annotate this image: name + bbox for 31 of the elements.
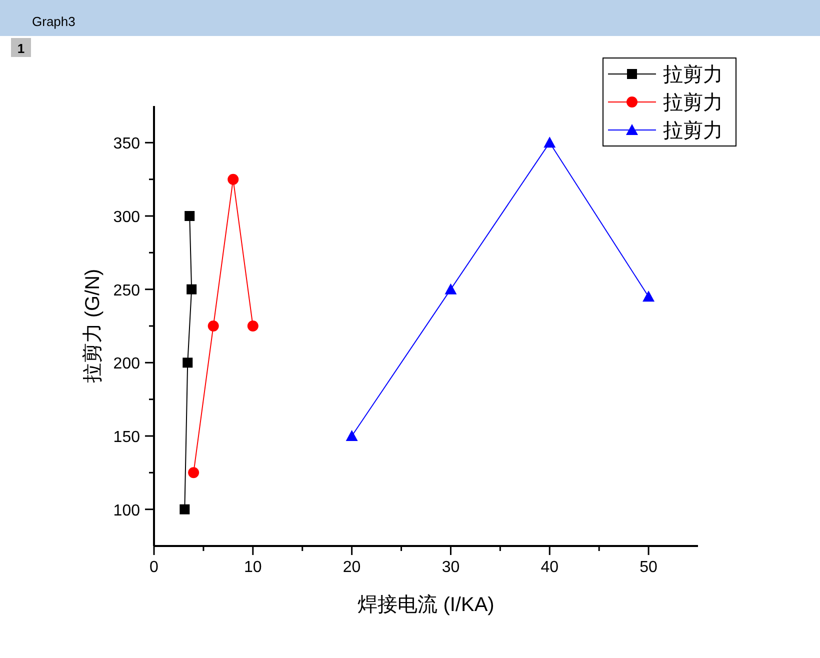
legend-label: 拉剪力 <box>663 64 723 86</box>
point <box>184 211 195 221</box>
point <box>182 358 193 368</box>
point <box>544 136 556 148</box>
y-tick-label: 100 <box>113 502 140 520</box>
x-tick-label: 0 <box>150 559 159 576</box>
x-tick-label: 50 <box>640 559 658 576</box>
x-tick-label: 10 <box>244 559 262 576</box>
x-axis-title: 焊接电流 (I/KA) <box>358 594 494 616</box>
chart-title: Graph3 <box>32 14 76 29</box>
y-tick-label: 350 <box>113 136 140 153</box>
point <box>247 320 258 332</box>
y-tick-label: 200 <box>113 356 140 373</box>
point <box>208 320 219 332</box>
x-tick-label: 40 <box>540 559 559 576</box>
point <box>346 430 358 441</box>
legend-label: 拉剪力 <box>663 120 723 142</box>
y-tick-label: 250 <box>113 282 140 300</box>
x-tick-label: 30 <box>442 559 460 576</box>
y-axis-title: 拉剪力 (G/N) <box>82 268 104 384</box>
legend-label: 拉剪力 <box>663 92 723 114</box>
y-tick-label: 150 <box>113 429 140 446</box>
point <box>642 290 655 302</box>
point <box>188 467 200 478</box>
point <box>444 283 457 294</box>
y-tick-label: 300 <box>113 209 140 226</box>
text: 1 <box>17 41 25 56</box>
point <box>180 504 190 514</box>
point <box>228 174 239 185</box>
x-tick-label: 20 <box>342 559 361 576</box>
point <box>186 284 197 294</box>
